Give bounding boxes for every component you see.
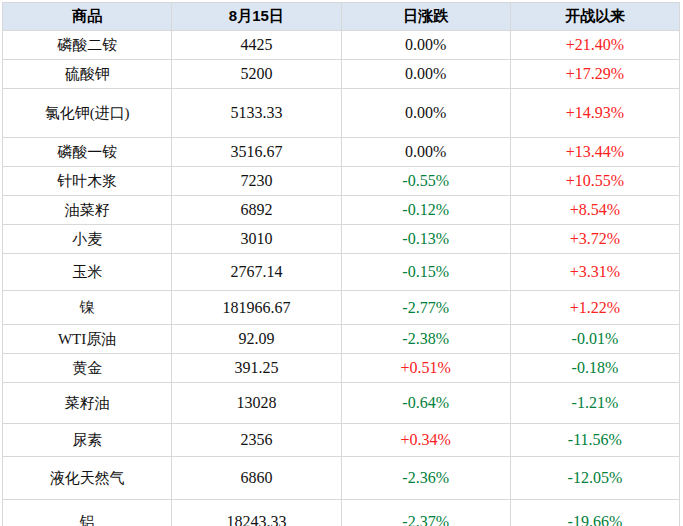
commodity-name-cell: WTI原油 [3,325,172,354]
header-row: 商品8月15日日涨跌开战以来 [3,3,680,31]
daily-change-cell: 0.00% [341,60,510,89]
table-row: 尿素2356+0.34%-11.56% [3,424,680,457]
since-war-change-cell: +8.54% [510,196,679,225]
daily-change-cell: +0.51% [341,354,510,383]
table-row: 黄金391.25+0.51%-0.18% [3,354,680,383]
commodity-price-table: 商品8月15日日涨跌开战以来 磷酸二铵44250.00%+21.40%硫酸钾52… [2,2,680,526]
table-row: 油菜籽6892-0.12%+8.54% [3,196,680,225]
table-row: 菜籽油13028-0.64%-1.21% [3,383,680,424]
commodity-name-cell: 磷酸二铵 [3,31,172,60]
commodity-name-cell: 玉米 [3,254,172,291]
table-row: 液化天然气6860-2.36%-12.05% [3,457,680,500]
daily-change-cell: 0.00% [341,31,510,60]
price-cell: 7230 [172,167,341,196]
since-war-change-cell: +13.44% [510,138,679,167]
daily-change-cell: +0.34% [341,424,510,457]
table-row: 硫酸钾52000.00%+17.29% [3,60,680,89]
since-war-change-cell: +10.55% [510,167,679,196]
table-row: 玉米2767.14-0.15%+3.31% [3,254,680,291]
commodity-name-cell: 镍 [3,291,172,325]
since-war-change-cell: +3.72% [510,225,679,254]
table-row: 磷酸一铵3516.670.00%+13.44% [3,138,680,167]
table-header: 商品8月15日日涨跌开战以来 [3,3,680,31]
since-war-change-cell: -0.18% [510,354,679,383]
since-war-change-cell: -12.05% [510,457,679,500]
column-header-3: 日涨跌 [341,3,510,31]
commodity-name-cell: 铝 [3,500,172,526]
since-war-change-cell: +1.22% [510,291,679,325]
price-cell: 92.09 [172,325,341,354]
commodity-name-cell: 油菜籽 [3,196,172,225]
table-row: 铝18243.33-2.37%-19.66% [3,500,680,526]
price-cell: 13028 [172,383,341,424]
daily-change-cell: 0.00% [341,138,510,167]
price-cell: 3516.67 [172,138,341,167]
price-cell: 18243.33 [172,500,341,526]
commodity-price-table-container: 商品8月15日日涨跌开战以来 磷酸二铵44250.00%+21.40%硫酸钾52… [2,2,680,523]
price-cell: 2356 [172,424,341,457]
price-cell: 391.25 [172,354,341,383]
column-header-4: 开战以来 [510,3,679,31]
since-war-change-cell: +14.93% [510,89,679,138]
commodity-name-cell: 磷酸一铵 [3,138,172,167]
table-row: 小麦3010-0.13%+3.72% [3,225,680,254]
column-header-2: 8月15日 [172,3,341,31]
since-war-change-cell: -19.66% [510,500,679,526]
price-cell: 6860 [172,457,341,500]
table-row: 针叶木浆7230-0.55%+10.55% [3,167,680,196]
commodity-name-cell: 硫酸钾 [3,60,172,89]
since-war-change-cell: +17.29% [510,60,679,89]
column-header-1: 商品 [3,3,172,31]
since-war-change-cell: +3.31% [510,254,679,291]
table-row: WTI原油92.09-2.38%-0.01% [3,325,680,354]
daily-change-cell: -2.36% [341,457,510,500]
daily-change-cell: -0.64% [341,383,510,424]
since-war-change-cell: +21.40% [510,31,679,60]
daily-change-cell: -2.38% [341,325,510,354]
since-war-change-cell: -1.21% [510,383,679,424]
price-cell: 5200 [172,60,341,89]
daily-change-cell: -0.12% [341,196,510,225]
table-row: 镍181966.67-2.77%+1.22% [3,291,680,325]
daily-change-cell: -2.37% [341,500,510,526]
commodity-name-cell: 液化天然气 [3,457,172,500]
price-cell: 2767.14 [172,254,341,291]
commodity-name-cell: 菜籽油 [3,383,172,424]
table-row: 氯化钾(进口)5133.330.00%+14.93% [3,89,680,138]
commodity-name-cell: 氯化钾(进口) [3,89,172,138]
daily-change-cell: -0.15% [341,254,510,291]
commodity-name-cell: 黄金 [3,354,172,383]
table-body: 磷酸二铵44250.00%+21.40%硫酸钾52000.00%+17.29%氯… [3,31,680,526]
daily-change-cell: -2.77% [341,291,510,325]
commodity-name-cell: 尿素 [3,424,172,457]
commodity-name-cell: 小麦 [3,225,172,254]
commodity-name-cell: 针叶木浆 [3,167,172,196]
price-cell: 5133.33 [172,89,341,138]
daily-change-cell: -0.13% [341,225,510,254]
since-war-change-cell: -0.01% [510,325,679,354]
daily-change-cell: 0.00% [341,89,510,138]
since-war-change-cell: -11.56% [510,424,679,457]
price-cell: 6892 [172,196,341,225]
daily-change-cell: -0.55% [341,167,510,196]
table-row: 磷酸二铵44250.00%+21.40% [3,31,680,60]
price-cell: 181966.67 [172,291,341,325]
price-cell: 3010 [172,225,341,254]
price-cell: 4425 [172,31,341,60]
